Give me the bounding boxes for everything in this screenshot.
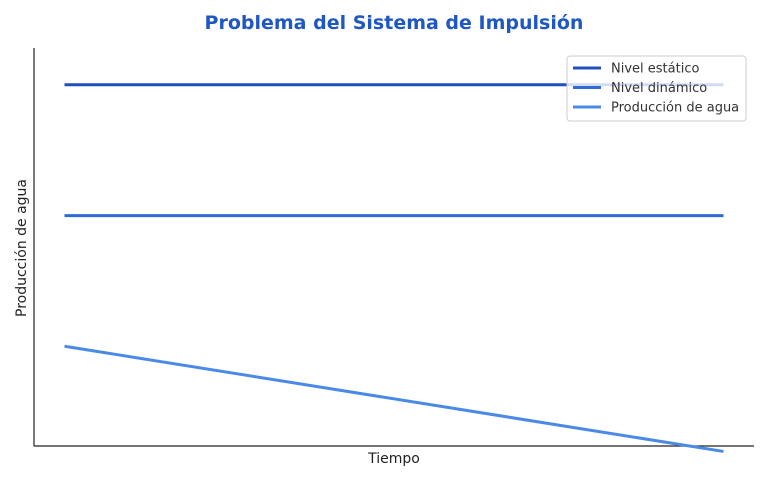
legend-box — [566, 55, 747, 122]
x-axis-label: Tiempo — [367, 451, 420, 467]
legend-label-nivel-dinamico: Nivel dinámico — [611, 81, 707, 96]
chart-title: Problema del Sistema de Impulsión — [205, 12, 584, 34]
legend-items: Nivel estático Nivel dinámico Producción d… — [573, 62, 739, 116]
legend: Nivel estático Nivel dinámico Producción d… — [566, 55, 747, 122]
series-line-produccion-de-agua — [64, 344, 724, 453]
axes — [33, 48, 754, 447]
y-axis-label: Producción de agua — [14, 179, 30, 317]
legend-label-produccion-de-agua: Producción de agua — [611, 101, 739, 116]
series-layer — [64, 83, 724, 453]
legend-label-nivel-estatico: Nivel estático — [611, 62, 699, 77]
